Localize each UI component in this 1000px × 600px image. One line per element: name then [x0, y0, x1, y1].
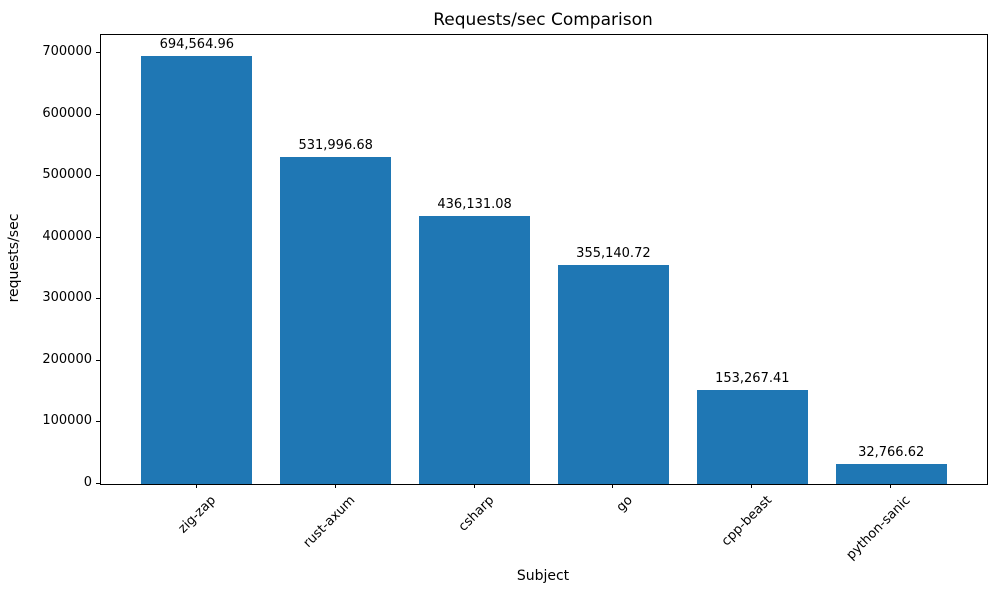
bar-go: [557, 265, 669, 484]
bar-value-label: 32,766.62: [858, 444, 925, 460]
x-axis-label: Subject: [516, 568, 570, 584]
y-axis-label: requests/sec: [6, 213, 22, 303]
y-tick-mark: [96, 113, 100, 115]
chart-title: Requests/sec Comparison: [433, 10, 653, 30]
y-tick-mark: [96, 483, 100, 484]
bar-value-label: 355,140.72: [576, 246, 651, 262]
x-tick-mark: [334, 484, 336, 488]
x-tick-label: cpp-beast: [718, 493, 775, 550]
x-tick-mark: [612, 484, 614, 488]
y-tick-mark: [96, 359, 100, 361]
bar-value-label: 436,131.08: [437, 196, 512, 212]
x-tick-mark: [890, 484, 892, 488]
bar-value-label: 694,564.96: [159, 37, 235, 53]
bar-cpp-beast: [696, 389, 808, 484]
x-tick-label: go: [613, 493, 636, 516]
x-tick-label: rust-axum: [300, 493, 359, 551]
y-tick-mark: [96, 298, 100, 300]
bar-value-label: 531,996.68: [298, 137, 373, 153]
y-tick-label: 0: [83, 475, 92, 490]
y-tick-label: 100000: [42, 413, 92, 429]
y-tick-mark: [96, 52, 100, 53]
y-tick-label: 200000: [42, 351, 92, 367]
bar-zig-zap: [141, 56, 253, 484]
x-tick-label: csharp: [455, 493, 498, 535]
x-tick-mark: [195, 484, 197, 488]
y-tick-label: 300000: [42, 290, 92, 306]
y-tick-label: 600000: [42, 105, 92, 121]
bar-python-sanic: [835, 463, 947, 484]
bar-value-label: 153,267.41: [715, 370, 790, 386]
x-tick-label: zig-zap: [175, 493, 220, 537]
y-tick-mark: [96, 421, 100, 423]
y-tick-mark: [96, 236, 100, 238]
bar-csharp: [419, 215, 531, 484]
y-tick-label: 400000: [42, 228, 92, 244]
x-tick-mark: [751, 484, 753, 488]
bar-rust-axum: [280, 156, 392, 484]
y-tick-label: 500000: [42, 167, 92, 183]
y-tick-mark: [96, 175, 100, 177]
x-tick-mark: [473, 484, 475, 488]
x-tick-label: python-sanic: [843, 493, 914, 563]
plot-area: 694,564.96 531,996.68 436,131.08 355,140.72…: [100, 34, 988, 485]
y-tick-label: 700000: [42, 44, 92, 59]
